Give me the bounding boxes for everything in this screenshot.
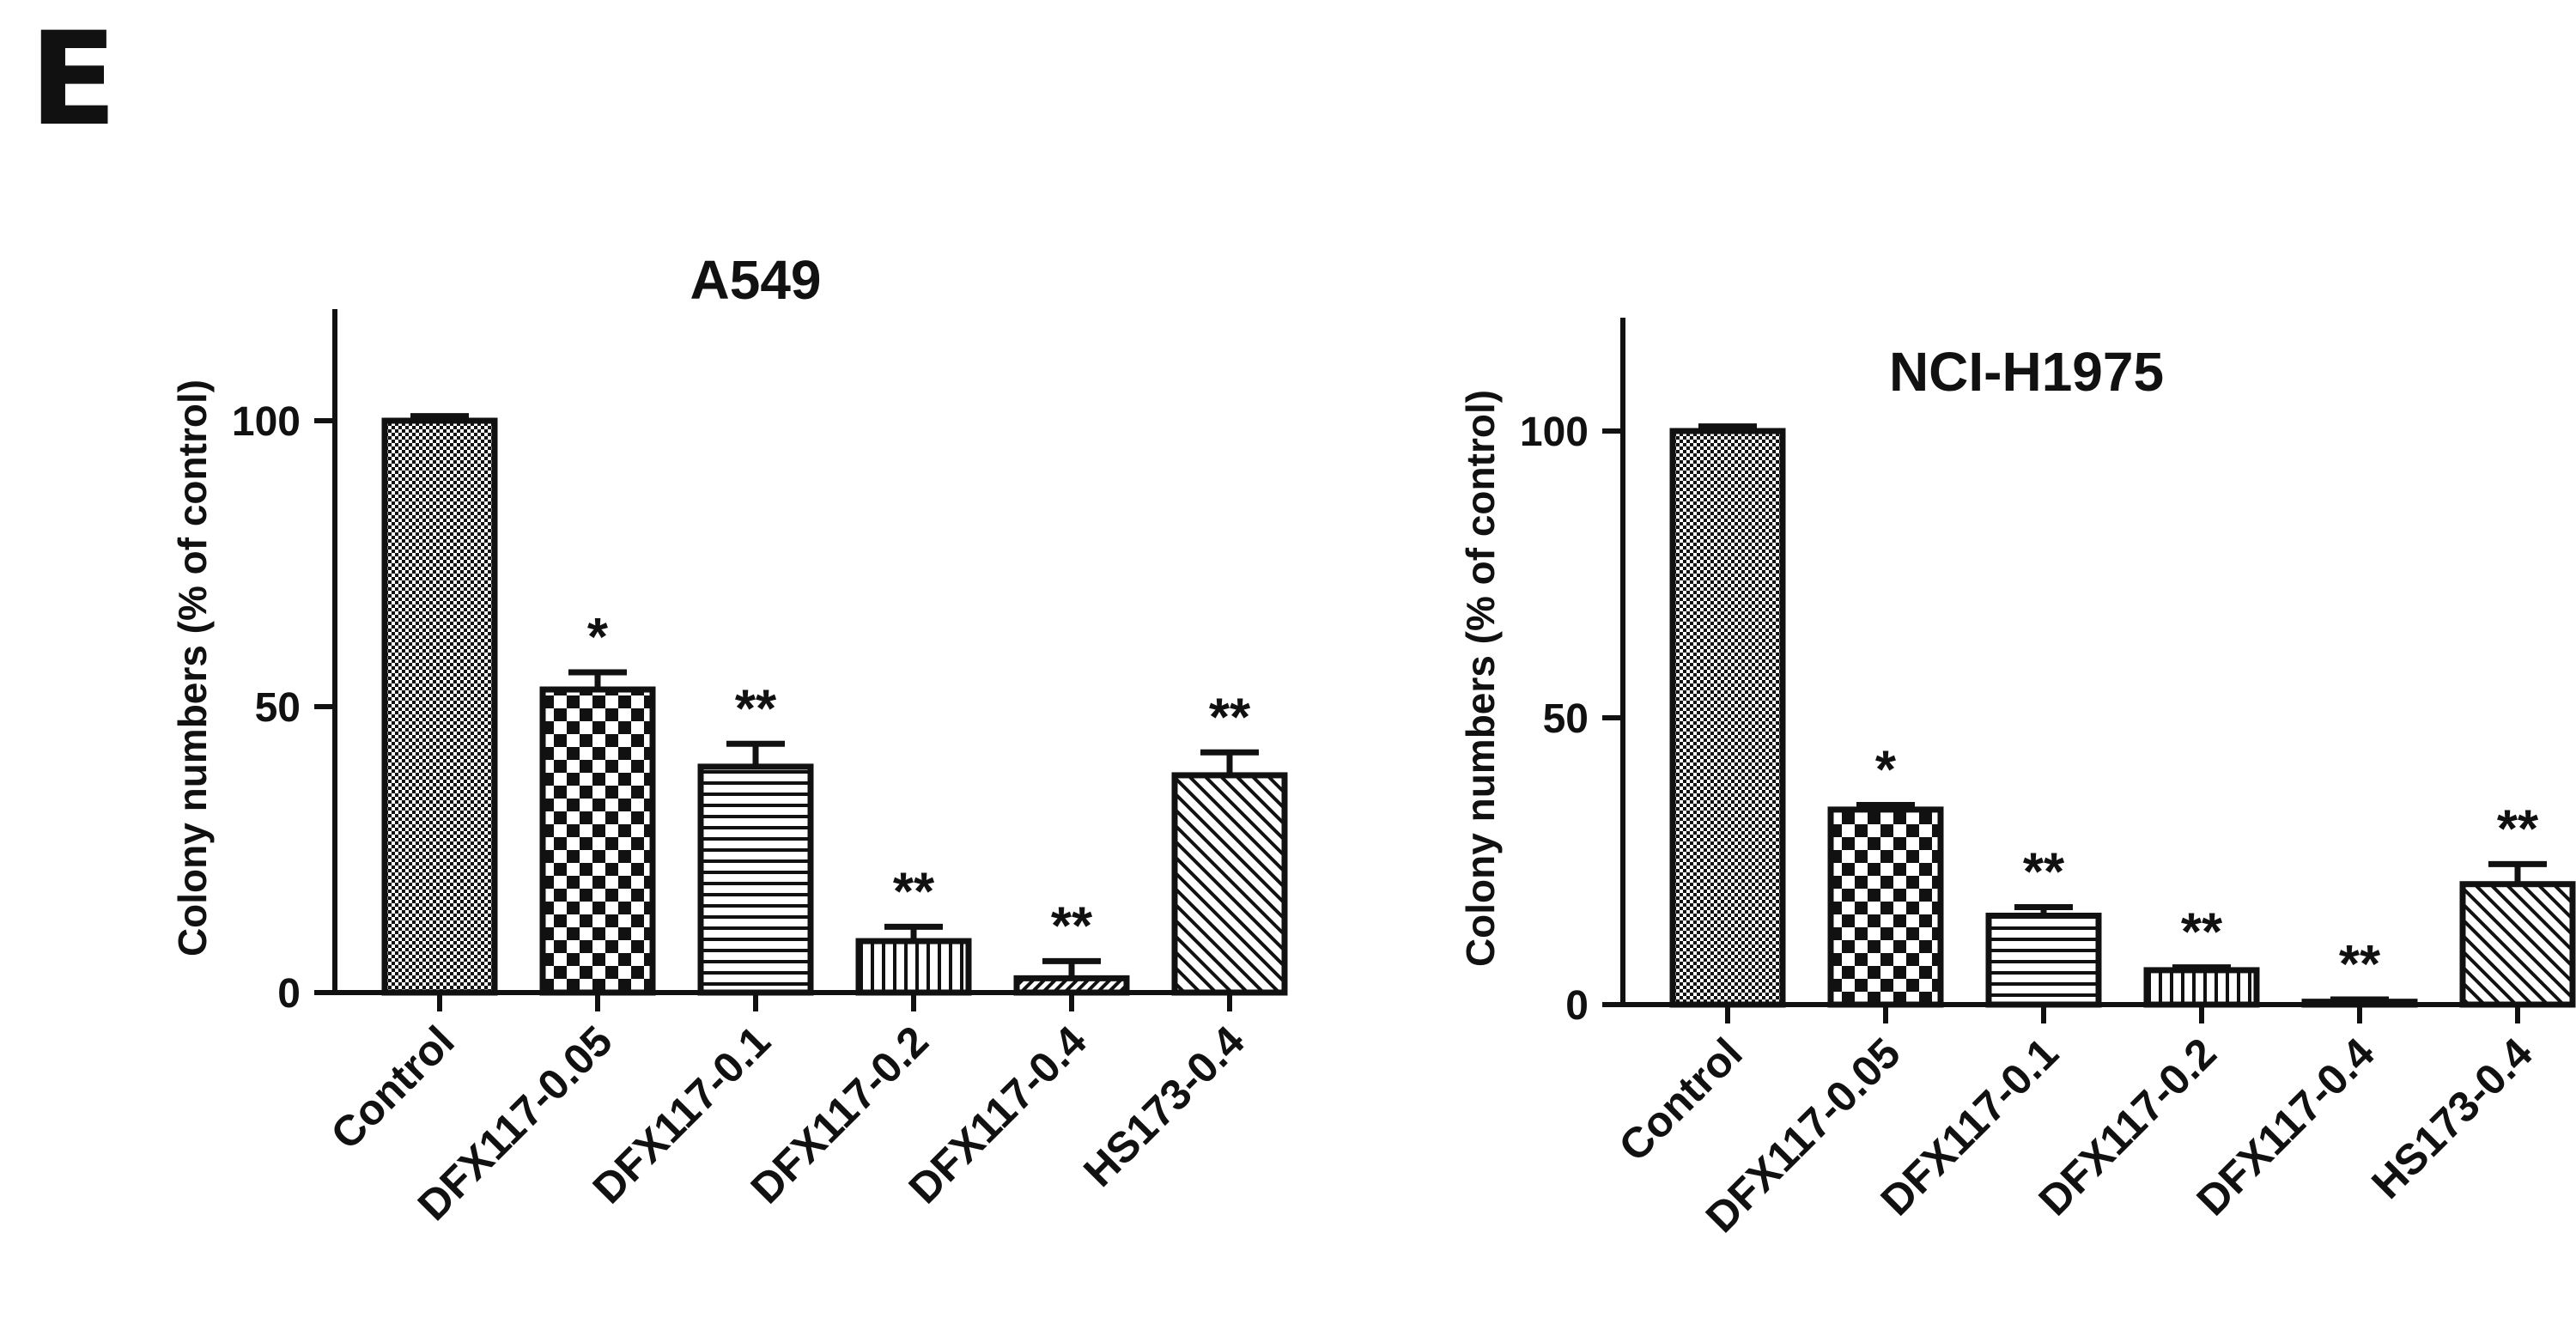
x-tick-label: HS173-0.4 (2362, 1029, 2542, 1208)
significance-label: ** (1051, 896, 1093, 956)
x-tick-label: Control (322, 1017, 464, 1158)
chart-title: A549 (690, 249, 822, 311)
bar-dfx117-0-2 (2143, 967, 2260, 1008)
x-tick-label: Control (1610, 1029, 1752, 1170)
y-axis-label: Colony numbers (% of control) (1458, 390, 1503, 967)
significance-label: ** (1209, 688, 1251, 747)
bar-dfx117-0-05 (1827, 806, 1944, 1008)
significance-label: ** (893, 862, 935, 921)
bar-dfx117-0-1 (1985, 912, 2102, 1008)
chart-nci-h1975: NCI-H1975 Colony numbers (% of control) Co… (1458, 318, 2576, 1242)
chart-a549: A549 Colony numbers (% of control) Control… (170, 249, 1288, 1230)
y-tick-label: 50 (1543, 696, 1589, 742)
y-axis-label: Colony numbers (% of control) (170, 380, 215, 957)
y-tick-label: 0 (277, 971, 301, 1017)
significance-label: * (587, 608, 609, 667)
significance-label: ** (2497, 799, 2539, 859)
bar-dfx117-0-05 (539, 686, 656, 996)
y-tick-label: 100 (1520, 410, 1589, 455)
bar-dfx117-0-1 (697, 763, 814, 996)
y-tick-label: 50 (255, 685, 301, 731)
bar-hs173-0-4 (2459, 881, 2576, 1008)
significance-label: ** (735, 679, 777, 738)
significance-label: ** (2339, 935, 2381, 994)
bar-control (1669, 428, 1786, 1008)
bar-dfx117-0-2 (855, 938, 972, 996)
chart-title: NCI-H1975 (1889, 341, 2164, 403)
panel-label: E (29, 5, 118, 155)
y-tick-label: 100 (232, 399, 301, 445)
bar-control (381, 417, 498, 996)
significance-label: * (1875, 741, 1897, 800)
significance-label: ** (2181, 903, 2223, 963)
x-tick-label: HS173-0.4 (1074, 1017, 1254, 1196)
y-tick-label: 0 (1565, 983, 1589, 1029)
bar-hs173-0-4 (1171, 772, 1288, 996)
significance-label: ** (2023, 842, 2065, 902)
